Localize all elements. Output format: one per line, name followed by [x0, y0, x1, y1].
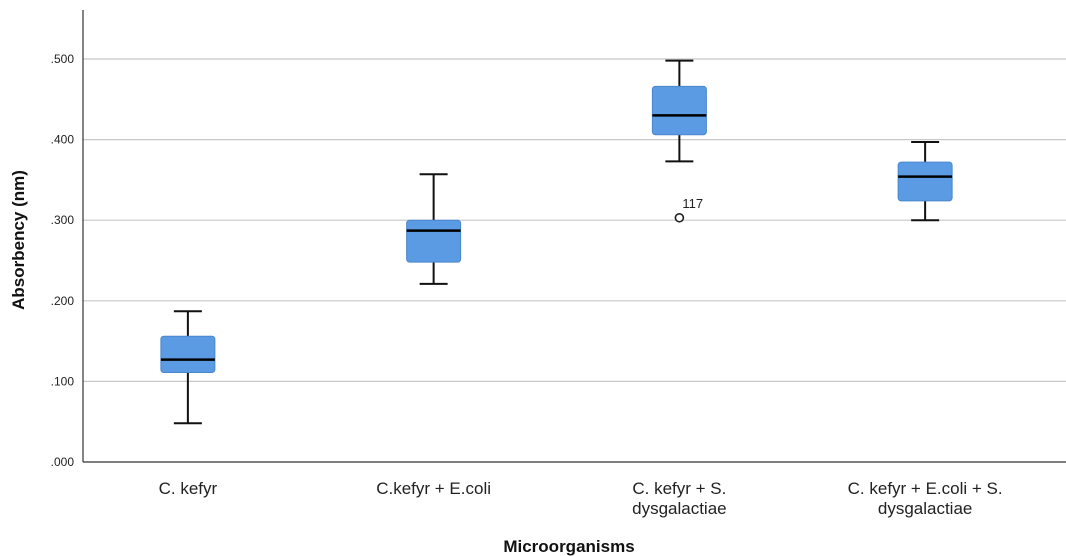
category-label: C. kefyr + S. dysgalactiae: [632, 479, 727, 518]
iqr-box: [160, 335, 216, 374]
iqr-box: [406, 219, 462, 263]
y-tick-labels: .000 .100 .200 .300 .400 .500: [51, 52, 75, 469]
y-tick-label: .300: [51, 213, 75, 227]
category-label: C.kefyr + E.coli: [376, 479, 491, 498]
y-tick-label: .400: [51, 133, 75, 147]
box-1: [160, 310, 216, 425]
y-tick-label: .500: [51, 52, 75, 66]
category-label: C. kefyr + E.coli + S. dysgalactiae: [848, 479, 1003, 518]
iqr-box: [897, 161, 953, 202]
boxes: 117: [160, 59, 953, 425]
box-3: 117: [651, 59, 707, 223]
y-tick-label: .200: [51, 294, 75, 308]
x-axis-title: Microorganisms: [503, 537, 634, 556]
iqr-box: [651, 85, 707, 136]
category-labels: C. kefyr C.kefyr + E.coli C. kefyr + S. dys…: [159, 479, 1003, 518]
outlier-label: 117: [682, 196, 703, 211]
y-tick-label: .000: [51, 455, 75, 469]
outlier-point: [674, 212, 685, 223]
category-label: C. kefyr: [159, 479, 218, 498]
y-axis-title: Absorbency (nm): [9, 170, 28, 310]
grid-lines: [83, 58, 1066, 382]
box-2: [406, 173, 462, 285]
axes: [82, 10, 1066, 463]
box-4: [897, 141, 953, 222]
y-tick-label: .100: [51, 374, 75, 388]
